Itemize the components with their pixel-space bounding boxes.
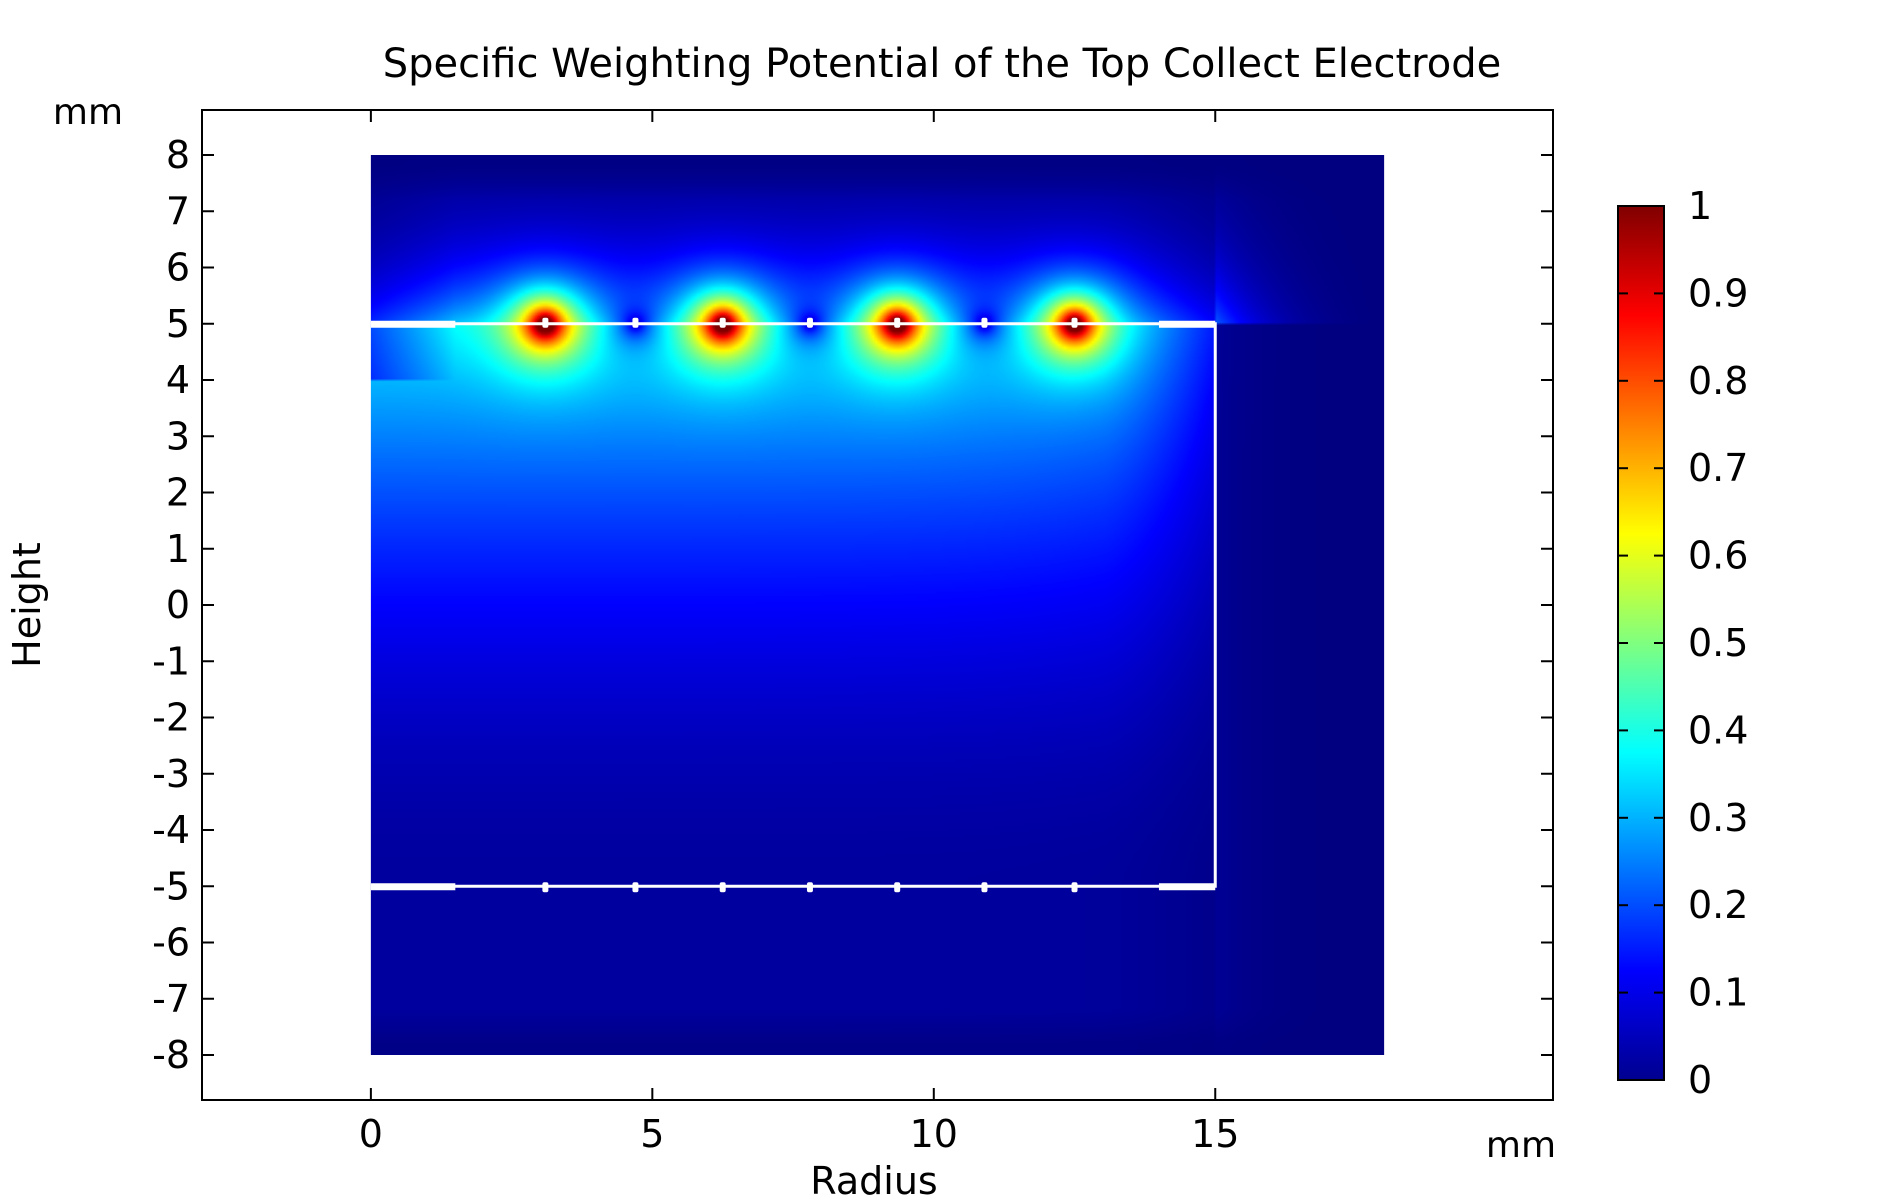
y-tick-label: 3	[166, 414, 190, 458]
y-unit-label: mm	[53, 92, 123, 133]
colorbar-tick-label: 0.9	[1688, 271, 1748, 315]
chart-title: Specific Weighting Potential of the Top …	[383, 41, 1501, 87]
bottom-contact	[719, 882, 726, 893]
x-tick-label: 5	[640, 1112, 664, 1156]
y-axis: 8 7 6 5 4 3 2 1 0 -1 -2 -3 -4 -5 -6 -7 -8	[152, 133, 1553, 1077]
x-tick-label: 15	[1191, 1112, 1239, 1156]
bottom-contact	[981, 882, 988, 893]
colorbar-tick-label: 0.1	[1688, 971, 1748, 1015]
detector-outline	[370, 317, 1217, 893]
colorbar-tick-label: 1	[1688, 184, 1712, 228]
y-tick-label: -3	[152, 752, 190, 796]
bottom-contact	[542, 882, 549, 893]
top-side-pad	[370, 320, 456, 328]
top-contact	[981, 317, 988, 328]
y-tick-label: -5	[152, 864, 190, 908]
x-unit-label: mm	[1486, 1125, 1556, 1166]
top-contact	[1071, 317, 1078, 328]
y-tick-label: -4	[152, 808, 190, 852]
y-tick-label: -2	[152, 696, 190, 740]
y-axis-label: Height	[5, 542, 49, 668]
colorbar-tick-label: 0.4	[1688, 708, 1748, 752]
y-tick-label: 2	[166, 471, 190, 515]
y-tick-label: -6	[152, 921, 190, 965]
colorbar-ticks: 0 0.1 0.2 0.3 0.4 0.5 0.6 0.7 0.8 0.9 1	[1618, 184, 1748, 1102]
top-side-pad	[1158, 320, 1216, 328]
x-axis-label: Radius	[810, 1159, 937, 1200]
bottom-side-pad	[1158, 883, 1216, 891]
y-tick-label: 7	[166, 189, 190, 233]
y-tick-label: -8	[152, 1033, 190, 1077]
y-tick-label: 4	[166, 358, 190, 402]
x-axis: 0 5 10 15	[359, 110, 1239, 1156]
y-tick-label: 0	[166, 583, 190, 627]
y-tick-label: 8	[166, 133, 190, 177]
top-contact	[894, 317, 901, 328]
colorbar-tick-label: 0.3	[1688, 796, 1748, 840]
colorbar-tick-label: 0.6	[1688, 534, 1748, 578]
bottom-contact	[1071, 882, 1078, 893]
bottom-contact	[894, 882, 901, 893]
heatmap-image	[370, 155, 1385, 1055]
colorbar-tick-label: 0.7	[1688, 446, 1748, 490]
y-tick-label: 1	[166, 527, 190, 571]
plot-area	[201, 109, 1554, 1101]
y-tick-label: 6	[166, 246, 190, 290]
colorbar-tick-label: 0.5	[1688, 621, 1748, 665]
colorbar-tick-label: 0	[1688, 1058, 1712, 1102]
y-tick-label: -1	[152, 639, 190, 683]
top-contact	[719, 317, 726, 328]
colorbar: 0 0.1 0.2 0.3 0.4 0.5 0.6 0.7 0.8 0.9 1	[1617, 184, 1748, 1102]
x-tick-label: 10	[910, 1112, 958, 1156]
y-tick-label: -7	[152, 977, 190, 1021]
colorbar-tick-label: 0.2	[1688, 883, 1748, 927]
x-tick-label: 0	[359, 1112, 383, 1156]
top-contact	[806, 317, 813, 328]
top-contact	[542, 317, 549, 328]
bottom-contact	[632, 882, 639, 893]
bottom-contact	[806, 882, 813, 893]
colorbar-tick-label: 0.8	[1688, 359, 1748, 403]
bottom-side-pad	[370, 883, 456, 891]
detector-boundary	[370, 322, 1217, 888]
top-contact	[632, 317, 639, 328]
y-tick-label: 5	[166, 302, 190, 346]
